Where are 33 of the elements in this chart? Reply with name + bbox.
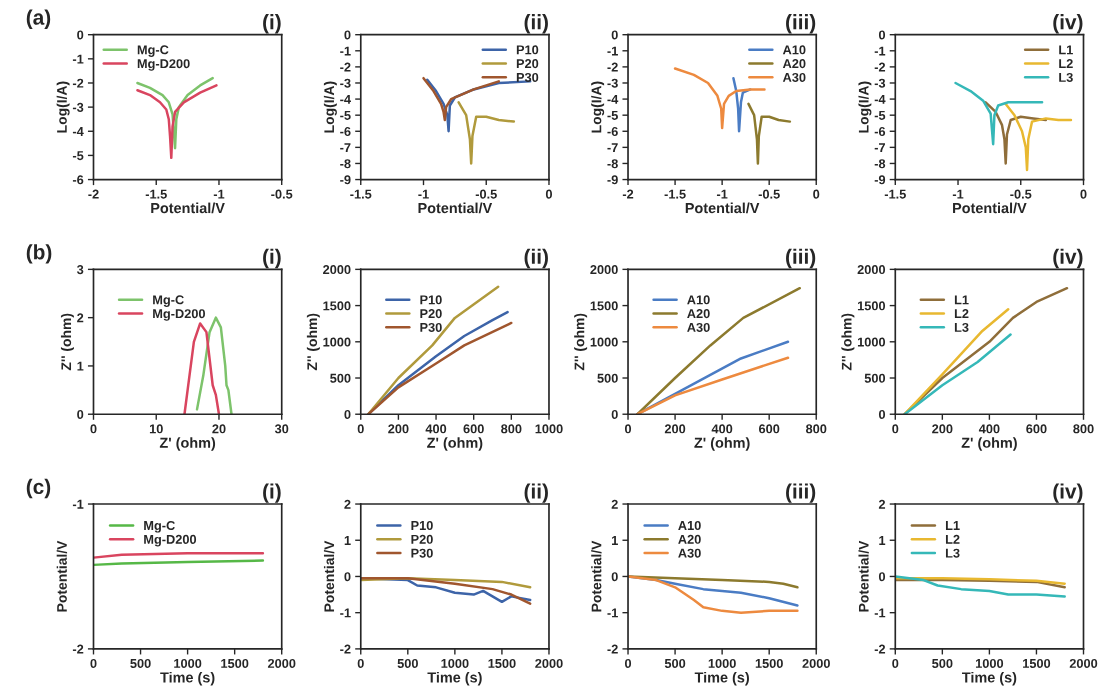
chart-title: (iii): [786, 248, 816, 269]
chart-title: (ii): [524, 248, 548, 269]
chart-title: (iv): [1053, 483, 1083, 503]
text: (b): [26, 244, 52, 264]
line-series: [984, 101, 1048, 165]
chart-title: (i): [263, 483, 281, 503]
line-series: [136, 76, 214, 150]
chart-title: (ii): [524, 14, 548, 34]
chart-title: (i): [263, 248, 281, 269]
chart-title: (i): [263, 14, 281, 34]
line-series: [895, 575, 1066, 598]
text: (a): [26, 9, 51, 29]
line-series: [636, 356, 790, 415]
chart-title: (iii): [786, 483, 816, 503]
text: (c): [26, 478, 51, 499]
chart-title: (ii): [524, 483, 548, 503]
line-series: [628, 575, 799, 614]
line-series: [457, 101, 516, 165]
line-series: [367, 285, 500, 415]
line-series: [903, 307, 1010, 415]
line-series: [903, 333, 1012, 415]
line-series: [136, 84, 218, 160]
line-series: [422, 76, 501, 122]
chart-title: (iv): [1053, 14, 1083, 34]
line-series: [747, 102, 792, 165]
line-series: [183, 322, 221, 415]
line-series: [673, 67, 766, 130]
line-series: [732, 76, 752, 133]
line-series: [636, 286, 802, 415]
line-series: [1004, 102, 1073, 172]
chart-title: (iv): [1053, 248, 1083, 269]
chart-title: (iii): [786, 14, 816, 34]
line-series: [954, 81, 1044, 146]
